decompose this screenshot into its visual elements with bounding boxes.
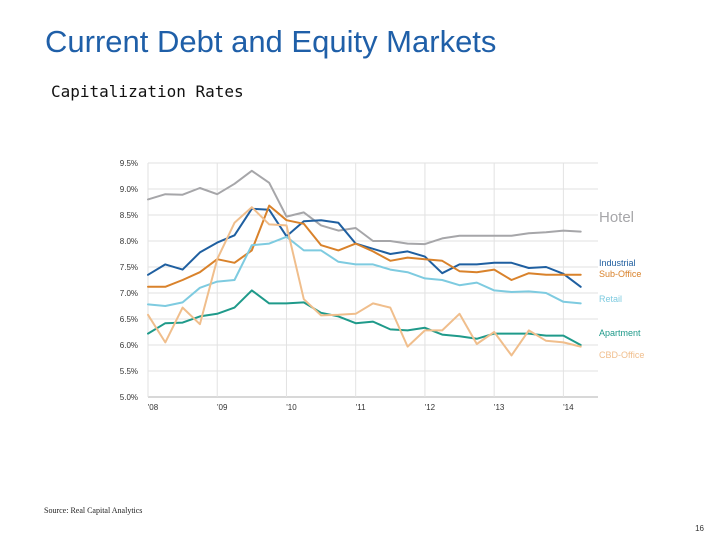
y-tick-label: 6.0%	[120, 341, 138, 350]
series-label-industrial: Industrial	[599, 258, 636, 268]
chart-series	[147, 169, 582, 357]
series-line-apartment	[147, 289, 582, 346]
y-tick-label: 5.5%	[120, 367, 138, 376]
x-tick-label: '13	[494, 403, 505, 412]
x-tick-label: '11	[356, 403, 366, 412]
x-tick-label: '14	[563, 403, 574, 412]
x-tick-label: '09	[217, 403, 228, 412]
x-tick-label: '08	[148, 403, 159, 412]
series-line-industrial	[147, 207, 582, 288]
y-tick-label: 9.5%	[120, 159, 138, 168]
chart-gridlines	[147, 162, 598, 398]
series-line-hotel	[147, 169, 582, 246]
slide-title: Current Debt and Equity Markets	[45, 24, 497, 59]
series-label-hotel: Hotel	[599, 209, 634, 226]
page-number: 16	[695, 524, 704, 533]
series-line-retail	[147, 235, 582, 307]
series-label-retail: Retail	[599, 294, 622, 304]
y-tick-label: 7.0%	[120, 289, 138, 298]
y-axis-ticks: 9.5% 9.0% 8.5% 8.0% 7.5% 7.0% 6.5% 6.0% 5.5% 5.0%	[120, 159, 138, 402]
x-axis-ticks: '08 '09 '10 '11 '12 '13 '14	[148, 403, 574, 412]
series-label-apartment: Apartment	[599, 328, 641, 338]
series-label-cbd-office: CBD-Office	[599, 350, 644, 360]
x-tick-label: '10	[286, 403, 297, 412]
y-tick-label: 6.5%	[120, 315, 138, 324]
y-tick-label: 5.0%	[120, 393, 138, 402]
source-note: Source: Real Capital Analytics	[44, 506, 143, 515]
y-tick-label: 8.0%	[120, 237, 138, 246]
y-tick-label: 9.0%	[120, 185, 138, 194]
x-tick-label: '12	[425, 403, 436, 412]
series-line-sub-office	[147, 204, 582, 288]
y-tick-label: 8.5%	[120, 211, 138, 220]
series-line-cbd-office	[147, 206, 582, 357]
y-tick-label: 7.5%	[120, 263, 138, 272]
slide-subtitle: Capitalization Rates	[51, 82, 244, 101]
series-label-sub-office: Sub-Office	[599, 269, 641, 279]
